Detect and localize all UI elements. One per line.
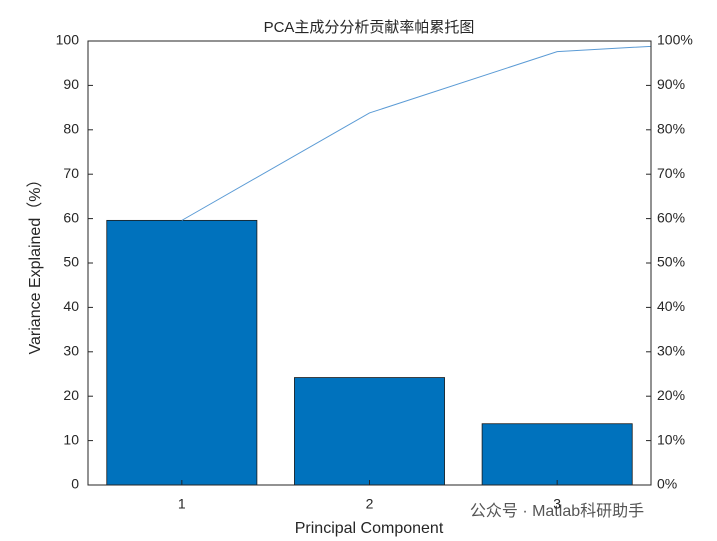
x-tick-label: 3 <box>553 496 561 512</box>
y-tick-label: 20 <box>63 387 79 403</box>
y-tick-label: 60 <box>63 209 79 225</box>
cumulative-line <box>181 45 651 221</box>
y2-tick-label: 30% <box>657 343 685 359</box>
y-tick-label: 50 <box>63 254 79 270</box>
y2-tick-label: 90% <box>657 76 685 92</box>
y2-tick-label: 0% <box>657 476 677 492</box>
y-tick-label: 40 <box>63 298 79 314</box>
y-tick-label: 70 <box>63 165 79 181</box>
y-tick-label: 30 <box>63 343 79 359</box>
chart-title: PCA主成分分析贡献率帕累托图 <box>264 19 475 36</box>
marks <box>106 45 651 485</box>
y-tick-label: 80 <box>63 121 79 137</box>
watermark: 公众号 · Matlab科研助手 <box>470 502 644 520</box>
y-axis-label: Variance Explained（%） <box>26 172 44 355</box>
x-axis-label: Principal Component <box>295 520 444 537</box>
y2-tick-label: 70% <box>657 165 685 181</box>
x-tick-label: 2 <box>366 496 374 512</box>
bar <box>106 219 258 485</box>
bar <box>294 377 445 485</box>
y2-tick-label: 100% <box>657 32 693 48</box>
y-tick-label: 10 <box>63 431 79 447</box>
y-tick-label: 90 <box>63 76 79 92</box>
y2-tick-label: 60% <box>657 209 685 225</box>
y2-tick-label: 20% <box>657 387 685 403</box>
y-tick-label: 0 <box>71 476 79 492</box>
bar <box>481 423 633 485</box>
y2-tick-label: 40% <box>657 298 685 314</box>
y2-tick-label: 10% <box>657 431 685 447</box>
y-tick-label: 100 <box>56 32 80 48</box>
y2-tick-label: 50% <box>657 254 685 270</box>
y2-tick-label: 80% <box>657 121 685 137</box>
x-tick-label: 1 <box>178 496 186 512</box>
